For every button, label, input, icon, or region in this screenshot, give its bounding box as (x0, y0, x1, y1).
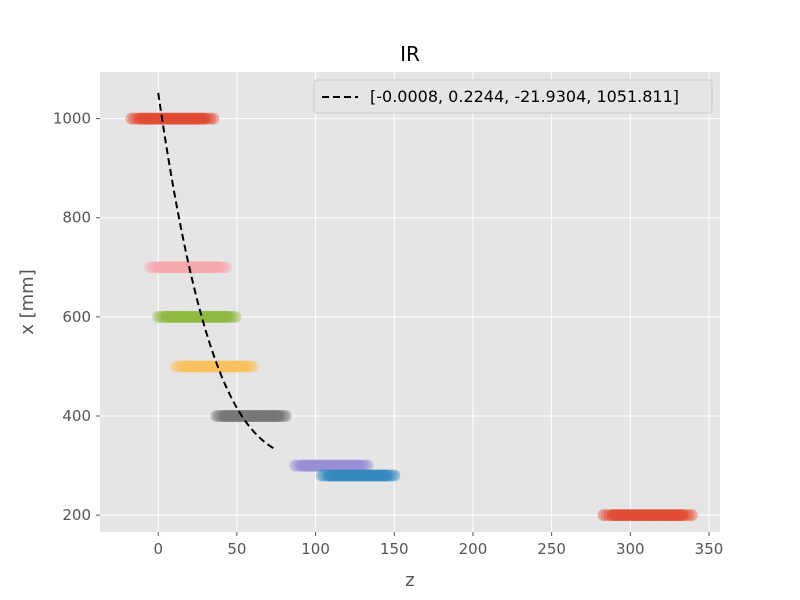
series-band (315, 469, 401, 482)
scatter-point (274, 410, 287, 423)
y-tick-label: 400 (62, 407, 91, 425)
x-tick-label: 300 (616, 540, 645, 558)
legend-fit-label: [-0.0008, 0.2244, -21.9304, 1051.811] (370, 87, 679, 106)
x-tick-label: 350 (695, 540, 724, 558)
series-band (289, 459, 374, 472)
x-tick-label: 100 (301, 540, 330, 558)
scatter-point (246, 360, 259, 373)
scatter-point (223, 310, 236, 323)
scatter-point (219, 261, 232, 274)
scatter-point (383, 469, 396, 482)
scatter-point (272, 410, 285, 423)
scatter-point (214, 261, 227, 274)
scatter-point (279, 410, 292, 423)
legend-box (313, 79, 713, 114)
x-tick-label: 0 (153, 540, 163, 558)
scatter-point (226, 310, 239, 323)
scatter-point (169, 360, 182, 373)
x-tick-label: 150 (380, 540, 409, 558)
series-band (169, 360, 259, 373)
fit-curve (157, 92, 277, 451)
scatter-point (207, 112, 220, 125)
scatter-point (152, 310, 165, 323)
scatter-point (198, 112, 211, 125)
scatter-point (597, 509, 610, 522)
series-band (210, 410, 292, 423)
series-band (152, 310, 242, 323)
series-band (144, 261, 232, 274)
y-tick-label: 1000 (53, 110, 91, 128)
scatter-point (380, 469, 393, 482)
scatter-point (358, 459, 371, 472)
scatter-point (679, 509, 692, 522)
scatter-point (217, 261, 230, 274)
y-tick-label: 600 (62, 308, 91, 326)
y-tick-label: 800 (62, 209, 91, 227)
y-tick-label: 200 (62, 506, 91, 524)
chart-title: IR (400, 42, 420, 66)
plot-area (100, 72, 720, 532)
x-tick-label: 250 (537, 540, 566, 558)
scatter-point (229, 310, 242, 323)
tick-labels: 0 50 100 150 200 250 300 350 200 400 600 800 1000 (53, 110, 723, 558)
y-axis-label: x [mm] (17, 269, 38, 335)
fit-curve-layer (157, 92, 277, 451)
scatter-point (388, 469, 401, 482)
legend: [-0.0008, 0.2244, -21.9304, 1051.811] (313, 79, 713, 114)
scatter-point (385, 469, 398, 482)
scatter-point (221, 310, 234, 323)
x-tick-label: 50 (227, 540, 246, 558)
scatter-point (685, 509, 698, 522)
scatter-point (277, 410, 290, 423)
scatter-point (356, 459, 369, 472)
scatter-point (676, 509, 689, 522)
scatter-point (125, 112, 138, 125)
scatter-point (361, 459, 374, 472)
scatter-point (243, 360, 256, 373)
series-band (597, 509, 698, 522)
x-axis-label: z (405, 570, 414, 591)
scatter-point (201, 112, 214, 125)
scatter-point (211, 261, 224, 274)
scatter-series (125, 112, 698, 522)
scatter-point (682, 509, 695, 522)
scatter-point (204, 112, 217, 125)
scatter-point (353, 459, 366, 472)
grid (100, 72, 720, 532)
x-tick-label: 200 (459, 540, 488, 558)
scatter-point (238, 360, 251, 373)
series-band (125, 112, 220, 125)
scatter-point (241, 360, 254, 373)
